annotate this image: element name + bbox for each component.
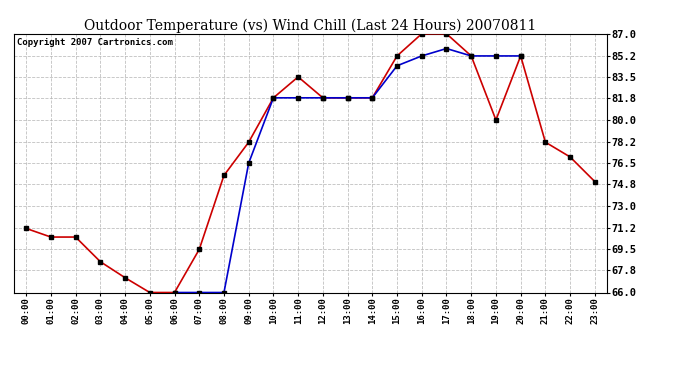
Text: Copyright 2007 Cartronics.com: Copyright 2007 Cartronics.com bbox=[17, 38, 172, 46]
Title: Outdoor Temperature (vs) Wind Chill (Last 24 Hours) 20070811: Outdoor Temperature (vs) Wind Chill (Las… bbox=[84, 18, 537, 33]
